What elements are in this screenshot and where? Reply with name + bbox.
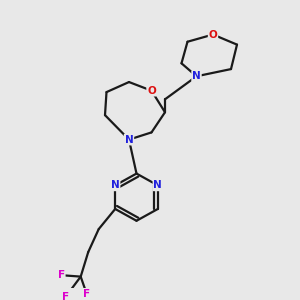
Text: O: O — [208, 29, 217, 40]
Text: N: N — [111, 180, 120, 190]
Text: F: F — [58, 270, 65, 280]
Text: F: F — [62, 292, 69, 300]
Text: N: N — [153, 180, 162, 190]
Text: N: N — [192, 71, 201, 81]
Text: N: N — [124, 135, 134, 145]
Text: F: F — [83, 289, 90, 299]
Text: O: O — [147, 86, 156, 96]
